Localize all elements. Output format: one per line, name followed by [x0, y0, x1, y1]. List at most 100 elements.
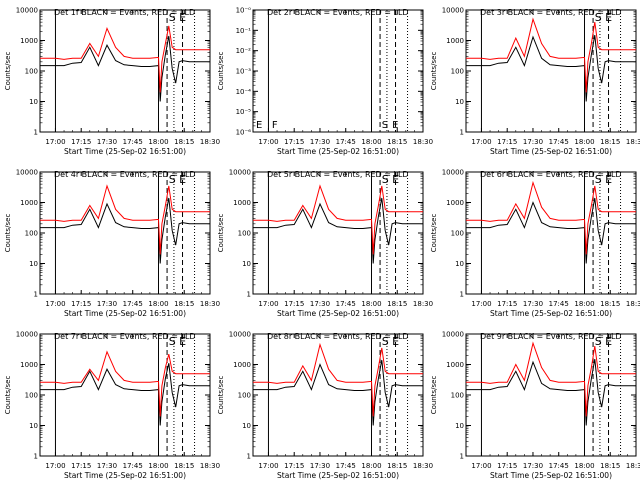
y-tick-label: 1000	[233, 199, 251, 207]
x-axis-label: Start Time (25-Sep-02 16:51:00)	[277, 309, 399, 318]
x-tick-label: 17:15	[284, 300, 304, 308]
series-line-events	[466, 35, 636, 102]
y-tick-label: 1	[34, 453, 38, 461]
y-tick-label: 10	[242, 260, 251, 268]
x-tick-label: 18:30	[413, 138, 433, 146]
series-line-lld	[40, 25, 210, 93]
y-tick-label: 1	[247, 453, 251, 461]
x-tick-label: 17:00	[471, 138, 491, 146]
plot-frame	[465, 333, 637, 457]
y-tick-label: 10000	[442, 169, 464, 177]
y-axis-label: Counts/sec	[4, 52, 12, 91]
x-tick-label: 18:30	[626, 300, 640, 308]
annotation-e: E	[392, 335, 399, 348]
y-axis-label: Counts/sec	[4, 214, 12, 253]
x-axis-label: Start Time (25-Sep-02 16:51:00)	[490, 309, 612, 318]
annotation-e: E	[605, 173, 612, 186]
y-tick-label: 1000	[446, 199, 464, 207]
x-tick-label: 17:45	[123, 300, 143, 308]
series-line-lld	[253, 342, 423, 417]
detector-panel-5: Det 5r BLACK = Events, RED = LLD 17:00 17:…	[217, 169, 433, 319]
x-axis-label: Start Time (25-Sep-02 16:51:00)	[277, 147, 399, 156]
x-tick-label: 17:30	[523, 138, 543, 146]
x-tick-label: 17:30	[523, 300, 543, 308]
x-tick-label: 17:45	[549, 138, 569, 146]
detector-panel-1: Det 1f BLACK = Events, RED = LLD 17:00 17:…	[4, 7, 220, 157]
panel-title: Det 3r BLACK = Events, RED = LLD	[480, 8, 622, 17]
y-tick-label: 1000	[20, 37, 38, 45]
x-tick-label: 17:00	[45, 138, 65, 146]
plot-frame	[252, 9, 424, 133]
x-tick-label: 18:30	[200, 462, 220, 470]
x-tick-label: 18:30	[626, 462, 640, 470]
panel-title: Det 9r BLACK = Events, RED = LLD	[480, 332, 622, 341]
plot-frame	[39, 171, 211, 295]
x-tick-label: 17:15	[71, 138, 91, 146]
annotation-e: E	[179, 11, 186, 24]
series-line-events	[40, 197, 210, 264]
panel-title: Det 2r BLACK = Events, RED = LLD	[267, 8, 409, 17]
panel-title: Det 4r BLACK = Events, RED = LLD	[54, 170, 196, 179]
annotation-e: E	[179, 173, 186, 186]
detector-panel-2: Det 2r BLACK = Events, RED = LLD 17:00 17:…	[217, 7, 433, 157]
y-tick-label: 10000	[229, 169, 251, 177]
detector-panel-9: Det 9r BLACK = Events, RED = LLD 17:00 17:…	[430, 331, 640, 480]
annotation-e-left: E	[256, 120, 262, 131]
series-line-lld	[253, 184, 423, 255]
x-tick-label: 18:30	[200, 138, 220, 146]
y-axis-label: Counts/sec	[217, 214, 225, 253]
annotation-e: E	[605, 11, 612, 24]
x-tick-label: 17:45	[549, 300, 569, 308]
x-tick-label: 17:00	[45, 300, 65, 308]
y-axis-label: Counts/sec	[217, 376, 225, 415]
x-tick-label: 17:45	[549, 462, 569, 470]
annotation-s: S	[595, 335, 602, 348]
x-tick-label: 17:30	[97, 462, 117, 470]
y-tick-label: 100	[25, 68, 38, 76]
y-axis-label: Counts/sec	[430, 214, 438, 253]
x-tick-label: 18:00	[574, 138, 594, 146]
y-tick-label: 100	[238, 392, 251, 400]
y-tick-label: 10000	[442, 331, 464, 339]
x-tick-label: 17:00	[258, 300, 278, 308]
panel-title: Det 8r BLACK = Events, RED = LLD	[267, 332, 409, 341]
x-tick-label: 17:30	[310, 300, 330, 308]
plot-frame	[39, 333, 211, 457]
y-tick-label: 10⁻³	[236, 68, 252, 76]
panel-title: Det 7r BLACK = Events, RED = LLD	[54, 332, 196, 341]
y-axis-label: Counts/sec	[4, 376, 12, 415]
y-tick-label: 1	[34, 129, 38, 137]
y-axis-label: Counts/sec	[430, 52, 438, 91]
y-tick-label: 10	[29, 98, 38, 106]
y-tick-label: 1	[460, 453, 464, 461]
plot-frame	[252, 171, 424, 295]
y-tick-label: 10000	[229, 331, 251, 339]
y-tick-label: 10000	[16, 331, 38, 339]
x-tick-label: 18:15	[174, 462, 194, 470]
annotation-s: S	[382, 173, 389, 186]
x-tick-label: 17:45	[123, 138, 143, 146]
series-line-events	[40, 35, 210, 102]
x-tick-label: 18:00	[148, 462, 168, 470]
x-tick-label: 17:15	[497, 300, 517, 308]
x-axis-label: Start Time (25-Sep-02 16:51:00)	[490, 471, 612, 480]
y-tick-label: 100	[238, 230, 251, 238]
x-tick-label: 17:00	[471, 462, 491, 470]
y-tick-label: 1	[460, 291, 464, 299]
detector-panel-6: Det 6r BLACK = Events, RED = LLD 17:00 17:…	[430, 169, 640, 319]
x-tick-label: 18:15	[387, 462, 407, 470]
y-tick-label: 100	[451, 68, 464, 76]
y-tick-label: 10⁻⁴	[236, 88, 252, 96]
series-line-events	[466, 197, 636, 264]
x-tick-label: 17:15	[497, 138, 517, 146]
annotation-e: E	[179, 335, 186, 348]
annotation-s: S	[382, 120, 388, 131]
x-tick-label: 17:15	[497, 462, 517, 470]
x-axis-label: Start Time (25-Sep-02 16:51:00)	[490, 147, 612, 156]
x-tick-label: 17:30	[523, 462, 543, 470]
series-line-lld	[40, 350, 210, 417]
x-tick-label: 18:15	[600, 138, 620, 146]
plot-frame	[465, 9, 637, 133]
x-tick-label: 18:30	[626, 138, 640, 146]
x-tick-label: 17:30	[310, 462, 330, 470]
